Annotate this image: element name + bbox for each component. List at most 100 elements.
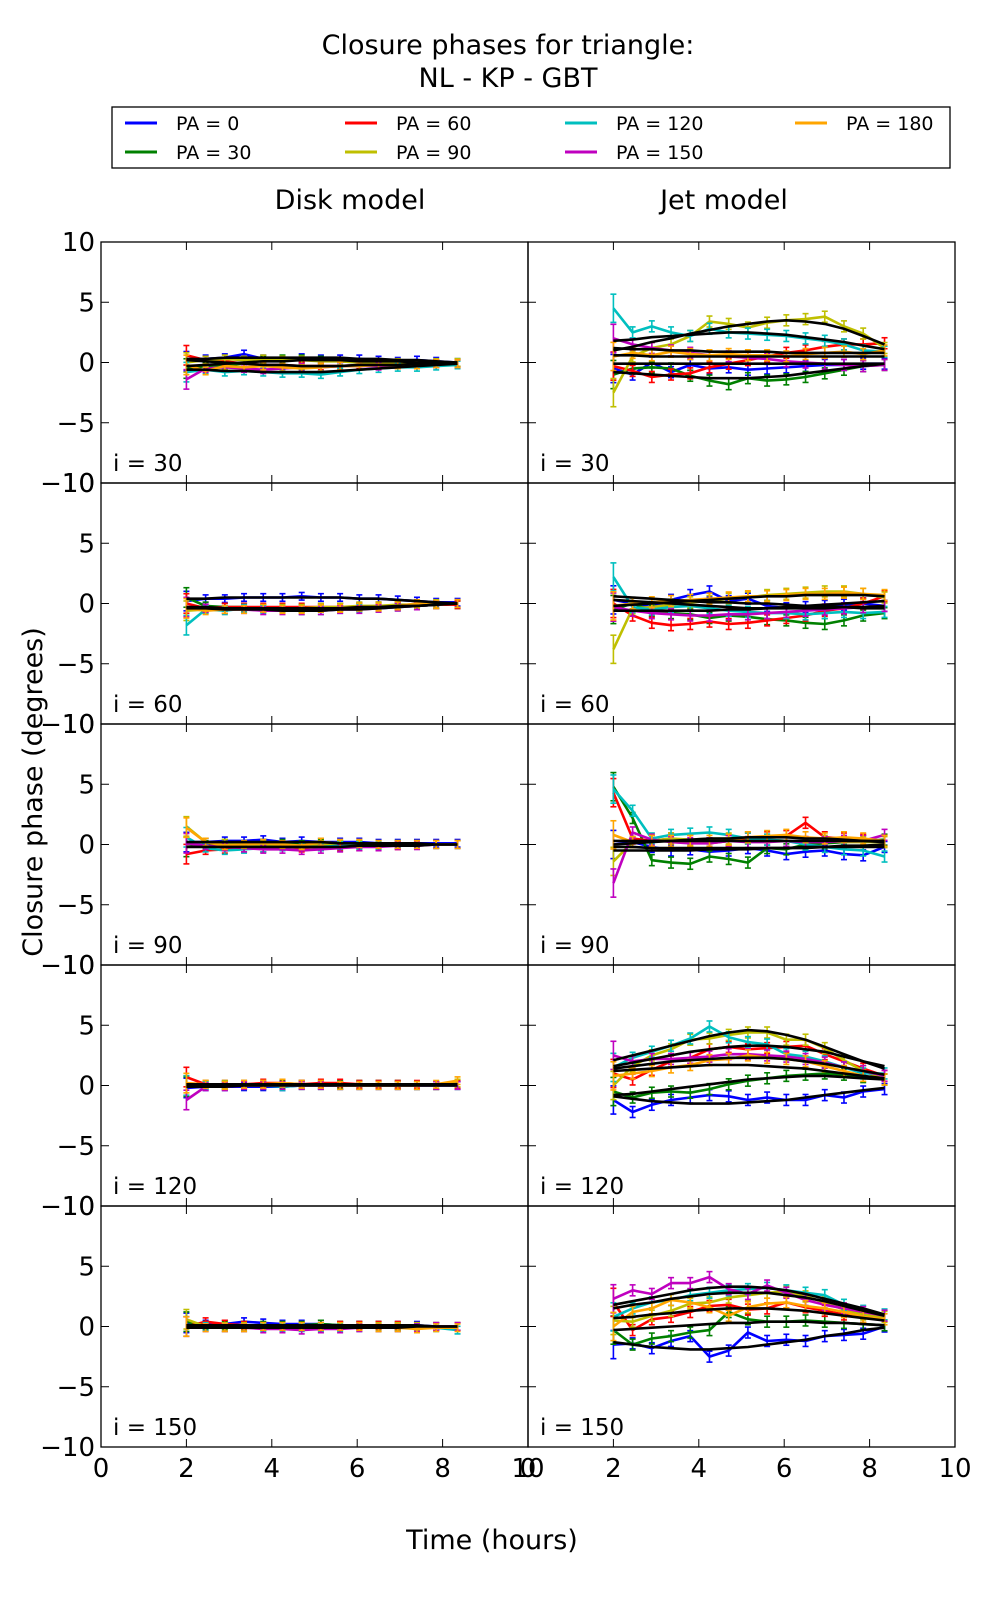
- model-curve-5: [613, 362, 885, 380]
- panel-jet-3: i = 120: [527, 964, 956, 1207]
- model-curve-3: [186, 362, 458, 374]
- panel-jet-2: i = 90: [527, 723, 956, 966]
- x-tick-label: 4: [691, 1454, 708, 1484]
- model-curve-0: [613, 1285, 885, 1316]
- model-curve-0: [186, 840, 458, 846]
- panel-inclination-label: i = 30: [113, 451, 183, 477]
- model-curve-2: [613, 835, 885, 846]
- legend-label-1: PA = 30: [176, 142, 251, 164]
- y-tick-label: 0: [78, 1313, 95, 1343]
- panel-frame: [527, 1205, 956, 1448]
- y-tick-label: 10: [62, 1192, 95, 1222]
- model-curve-3: [613, 353, 885, 358]
- x-tick-label: 6: [776, 1454, 793, 1484]
- x-tick-label: 10: [511, 1454, 544, 1484]
- panel-inclination-label: i = 90: [113, 933, 183, 959]
- y-tick-label: 5: [78, 770, 95, 800]
- legend-frame: [111, 106, 951, 169]
- panel-disk-1: −10 −5 0 5 10 i = 60: [40, 469, 529, 740]
- panel-disk-0: −10 −5 0 5 10 i = 30: [40, 228, 529, 499]
- legend-label-3: PA = 90: [396, 142, 471, 164]
- legend-label-2: PA = 60: [396, 113, 471, 135]
- legend: PA = 0 PA = 30 PA = 60 PA = 90 PA = 120 PA = …: [111, 106, 951, 169]
- model-curve-1: [613, 845, 885, 850]
- model-curve-5: [613, 1086, 885, 1105]
- y-tick-label: 5: [78, 1011, 95, 1041]
- x-tick-label: 4: [264, 1454, 281, 1484]
- panel-inclination-label: i = 150: [113, 1415, 197, 1441]
- x-tick-label: 10: [938, 1454, 971, 1484]
- model-curve-3: [613, 843, 885, 852]
- y-tick-label: −10: [40, 1433, 95, 1463]
- figure-title-line2: NL - KP - GBT: [419, 63, 598, 94]
- model-curve-3: [613, 1063, 885, 1080]
- y-tick-label: 5: [78, 288, 95, 318]
- y-tick-label: −5: [57, 650, 95, 680]
- y-tick-label: −5: [57, 1373, 95, 1403]
- y-tick-label: 10: [62, 469, 95, 499]
- legend-label-6: PA = 180: [846, 113, 934, 135]
- model-curve-2: [613, 1056, 885, 1076]
- panel-inclination-label: i = 150: [540, 1415, 624, 1441]
- panel-frame: [100, 482, 529, 725]
- y-tick-label: −10: [40, 1192, 95, 1222]
- panel-jet-0: i = 30: [527, 241, 956, 484]
- y-tick-label: −10: [40, 469, 95, 499]
- panel-jet-4: 0 2 4 6 8 10 i = 150: [520, 1205, 972, 1484]
- y-tick-label: 10: [62, 710, 95, 740]
- legend-label-4: PA = 120: [616, 113, 704, 135]
- y-tick-label: 0: [78, 1072, 95, 1102]
- y-tick-label: 0: [78, 590, 95, 620]
- panel-inclination-label: i = 30: [540, 451, 610, 477]
- model-curve-0: [613, 318, 885, 352]
- panel-inclination-label: i = 60: [113, 692, 183, 718]
- x-tick-label: 2: [178, 1454, 195, 1484]
- panel-disk-2: −10 −5 0 5 10 i = 90: [40, 710, 529, 981]
- x-tick-label: 2: [605, 1454, 622, 1484]
- figure-title-line1: Closure phases for triangle:: [322, 30, 695, 61]
- column-title-disk: Disk model: [275, 185, 426, 216]
- y-tick-label: −5: [57, 1132, 95, 1162]
- model-curve-4: [613, 1074, 885, 1097]
- legend-label-0: PA = 0: [176, 113, 239, 135]
- y-tick-label: −10: [40, 951, 95, 981]
- model-curve-0: [186, 596, 458, 605]
- model-curve-0: [613, 1028, 885, 1070]
- model-curve-1: [186, 843, 458, 849]
- y-tick-label: 10: [62, 228, 95, 258]
- model-curve-2: [186, 358, 458, 368]
- x-tick-label: 8: [434, 1454, 451, 1484]
- model-curve-0: [186, 356, 458, 364]
- y-tick-label: −5: [57, 891, 95, 921]
- y-tick-label: 0: [78, 831, 95, 861]
- y-tick-label: 5: [78, 1252, 95, 1282]
- model-curve-1: [186, 1084, 458, 1088]
- panel-disk-3: −10 −5 0 5 10 i = 120: [40, 951, 529, 1222]
- column-title-jet: Jet model: [658, 185, 788, 216]
- model-curve-3: [613, 1320, 885, 1332]
- panel-inclination-label: i = 90: [540, 933, 610, 959]
- panel-grid: −10 −5 0 5 10 i = 30 i = 30 −10 −5 0 5 10 i = 60 i = …: [40, 228, 971, 1484]
- y-tick-label: −10: [40, 710, 95, 740]
- model-curve-1: [613, 1291, 885, 1317]
- panel-frame: [527, 723, 956, 966]
- x-tick-label: 6: [349, 1454, 366, 1484]
- panel-inclination-label: i = 120: [540, 1174, 624, 1200]
- model-curve-0: [186, 1324, 458, 1328]
- model-curve-2: [613, 346, 885, 355]
- panel-frame: [527, 964, 956, 1207]
- y-tick-label: 10: [62, 951, 95, 981]
- y-axis-label: Closure phase (degrees): [18, 627, 49, 957]
- y-tick-label: 5: [78, 529, 95, 559]
- model-curve-3: [613, 598, 885, 610]
- panel-frame: [100, 241, 529, 484]
- model-curve-4: [613, 1326, 885, 1351]
- y-tick-label: 0: [78, 349, 95, 379]
- model-curve-1: [613, 1044, 885, 1068]
- model-curve-1: [186, 1325, 458, 1329]
- model-curve-2: [613, 1307, 885, 1322]
- panel-jet-1: i = 60: [527, 482, 956, 725]
- panel-inclination-label: i = 60: [540, 692, 610, 718]
- model-curve-1: [613, 331, 885, 351]
